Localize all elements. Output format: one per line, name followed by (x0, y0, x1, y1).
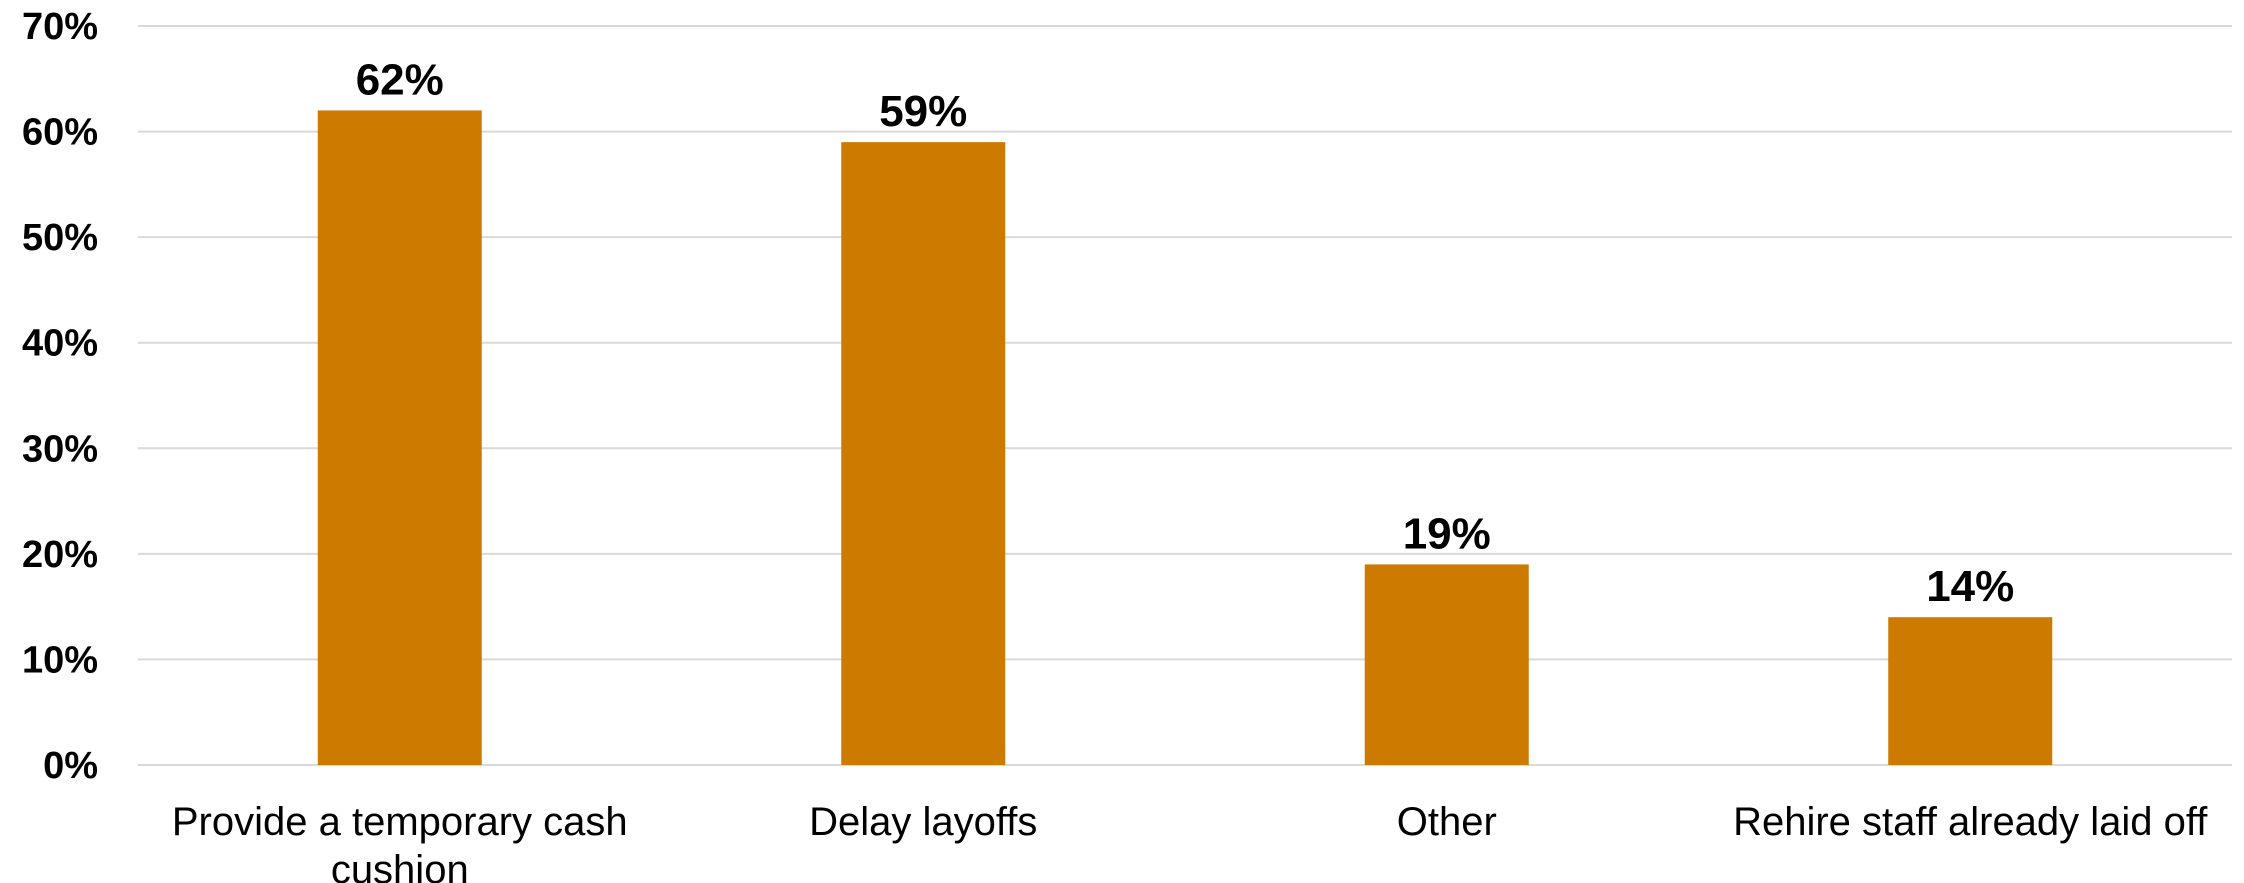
data-label: 14% (1926, 562, 2014, 611)
category-label: Other (1397, 800, 1497, 844)
category-label-line: Other (1397, 800, 1497, 844)
y-axis-tick-labels: 0% 10% 20% 30% 40% 50% 60% 70% (22, 6, 98, 787)
y-tick-label: 20% (22, 534, 98, 576)
y-tick-label: 40% (22, 323, 98, 365)
y-tick-label: 10% (22, 639, 98, 681)
category-label-line: Delay layoffs (809, 800, 1037, 844)
bar (841, 142, 1006, 766)
y-tick-label: 30% (22, 428, 98, 470)
data-label: 59% (879, 87, 967, 136)
y-tick-label: 60% (22, 112, 98, 154)
category-label: Provide a temporary cash cushion (172, 800, 628, 883)
data-label: 62% (356, 55, 444, 104)
gridlines (138, 25, 2232, 766)
category-label-line: cushion (331, 848, 469, 883)
category-label-line: Rehire staff already laid off (1733, 800, 2208, 844)
category-label-line: Provide a temporary cash (172, 800, 628, 844)
x-axis-category-labels: Provide a temporary cash cushion Delay lay… (172, 800, 2208, 883)
y-tick-label: 50% (22, 217, 98, 259)
data-labels: 62% 59% 19% 14% (356, 55, 2015, 611)
y-tick-label: 0% (43, 745, 98, 787)
bar (1888, 617, 2053, 765)
data-label: 19% (1403, 509, 1491, 558)
bar (317, 110, 482, 765)
category-label: Delay layoffs (809, 800, 1037, 844)
y-tick-label: 70% (22, 6, 98, 48)
bar (1364, 564, 1529, 765)
category-label: Rehire staff already laid off (1733, 800, 2208, 844)
bars (317, 110, 2053, 766)
